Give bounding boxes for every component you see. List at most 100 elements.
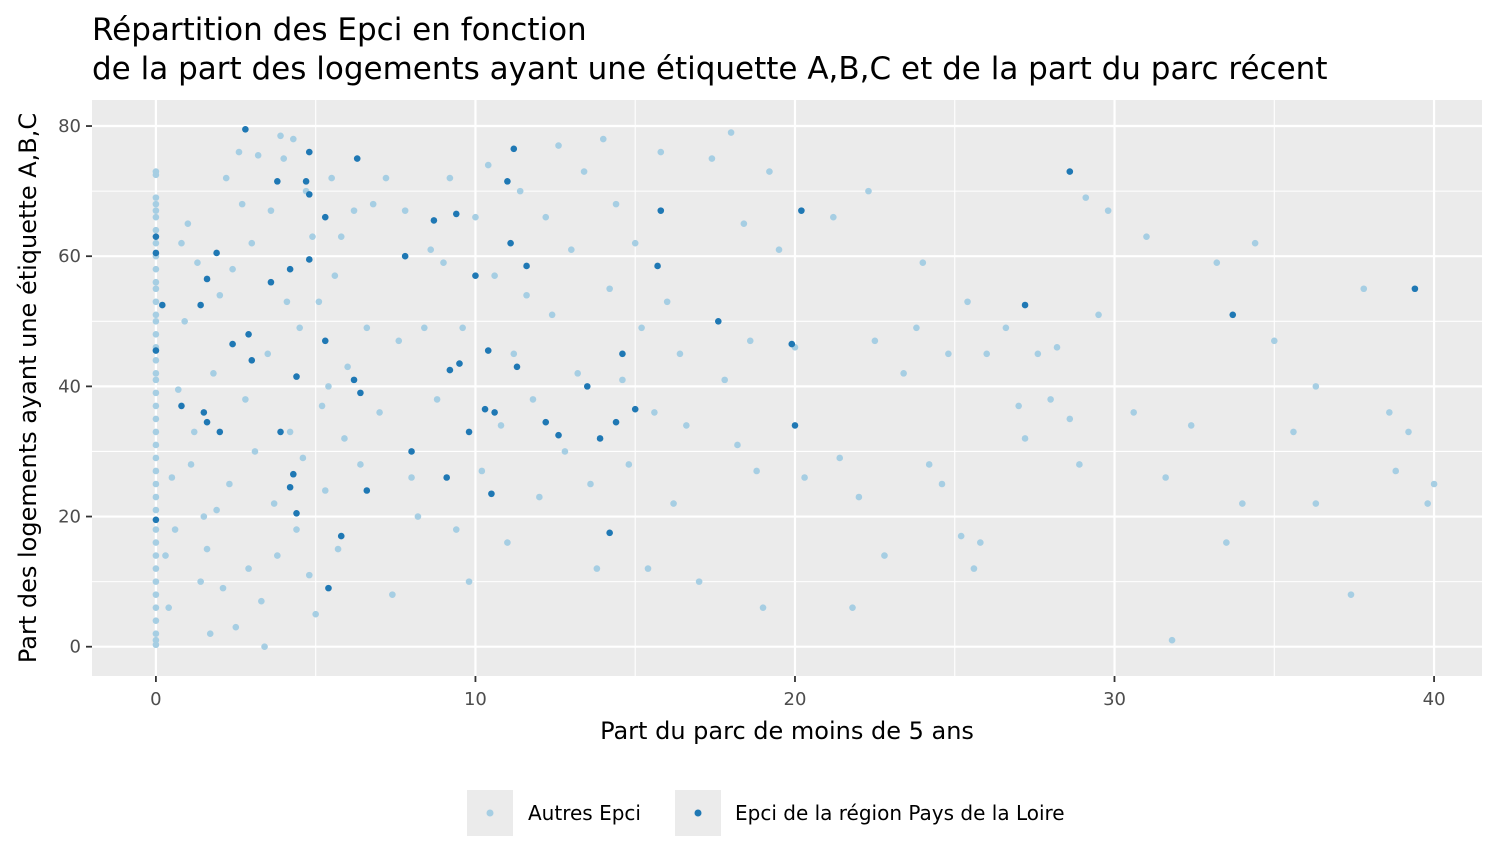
point-pays-de-la-loire bbox=[353, 155, 361, 162]
data-points bbox=[152, 125, 1438, 651]
point-autres-epci bbox=[162, 552, 169, 559]
point-pays-de-la-loire bbox=[430, 217, 438, 224]
point-autres-epci bbox=[376, 409, 383, 416]
point-autres-epci bbox=[555, 142, 562, 149]
point-autres-epci bbox=[523, 291, 530, 299]
x-axis-title: Part du parc de moins de 5 ans bbox=[600, 717, 974, 745]
point-autres-epci bbox=[152, 357, 160, 364]
x-tick-label: 0 bbox=[150, 689, 161, 710]
point-autres-epci bbox=[913, 324, 920, 332]
point-autres-epci bbox=[152, 506, 160, 514]
point-autres-epci bbox=[504, 539, 511, 546]
point-autres-epci bbox=[152, 298, 160, 306]
point-autres-epci bbox=[599, 135, 607, 143]
point-autres-epci bbox=[1360, 285, 1368, 293]
point-pays-de-la-loire bbox=[484, 347, 492, 354]
point-autres-epci bbox=[321, 487, 329, 494]
point-autres-epci bbox=[309, 233, 316, 240]
point-autres-epci bbox=[258, 597, 265, 605]
point-pays-de-la-loire bbox=[197, 301, 204, 309]
point-autres-epci bbox=[945, 350, 952, 358]
point-autres-epci bbox=[759, 604, 767, 611]
point-autres-epci bbox=[152, 171, 160, 179]
point-pays-de-la-loire bbox=[321, 337, 329, 345]
point-autres-epci bbox=[1066, 415, 1074, 423]
point-autres-epci bbox=[152, 539, 160, 546]
x-tick-label: 40 bbox=[1423, 689, 1446, 710]
point-pays-de-la-loire bbox=[446, 366, 454, 374]
point-pays-de-la-loire bbox=[158, 301, 166, 309]
point-autres-epci bbox=[152, 376, 160, 384]
point-autres-epci bbox=[1130, 409, 1138, 416]
point-autres-epci bbox=[299, 454, 307, 462]
point-autres-epci bbox=[727, 129, 735, 136]
point-autres-epci bbox=[801, 474, 808, 481]
point-autres-epci bbox=[1290, 428, 1297, 436]
point-autres-epci bbox=[695, 578, 703, 585]
point-autres-epci bbox=[341, 435, 348, 442]
point-autres-epci bbox=[337, 233, 345, 240]
point-autres-epci bbox=[1430, 480, 1438, 488]
point-pays-de-la-loire bbox=[465, 428, 473, 436]
legend-label-pays-de-la-loire: Epci de la région Pays de la Loire bbox=[735, 801, 1065, 825]
point-autres-epci bbox=[580, 168, 588, 175]
point-pays-de-la-loire bbox=[491, 409, 498, 416]
point-autres-epci bbox=[334, 545, 342, 553]
legend-symbol-pays-de-la-loire bbox=[694, 809, 702, 817]
point-autres-epci bbox=[382, 174, 390, 182]
y-tick-label: 20 bbox=[58, 507, 81, 528]
point-autres-epci bbox=[264, 350, 272, 358]
point-autres-epci bbox=[536, 493, 543, 501]
point-pays-de-la-loire bbox=[302, 178, 310, 185]
legend-label-autres: Autres Epci bbox=[528, 801, 641, 825]
point-autres-epci bbox=[663, 298, 671, 306]
point-autres-epci bbox=[152, 578, 160, 585]
point-autres-epci bbox=[152, 565, 160, 572]
point-pays-de-la-loire bbox=[788, 340, 796, 348]
point-autres-epci bbox=[152, 493, 160, 501]
point-pays-de-la-loire bbox=[523, 262, 530, 270]
point-autres-epci bbox=[350, 207, 358, 214]
point-autres-epci bbox=[542, 213, 550, 221]
point-autres-epci bbox=[369, 200, 377, 208]
point-autres-epci bbox=[1034, 350, 1042, 358]
point-autres-epci bbox=[1312, 500, 1320, 507]
point-autres-epci bbox=[1021, 435, 1029, 442]
point-autres-epci bbox=[1002, 324, 1010, 332]
point-autres-epci bbox=[427, 246, 435, 253]
point-autres-epci bbox=[983, 350, 991, 358]
point-autres-epci bbox=[1168, 636, 1176, 644]
point-autres-epci bbox=[472, 213, 479, 221]
point-autres-epci bbox=[254, 152, 262, 159]
point-autres-epci bbox=[197, 578, 204, 585]
point-autres-epci bbox=[433, 396, 441, 403]
x-tick-label: 10 bbox=[464, 689, 487, 710]
point-pays-de-la-loire bbox=[213, 249, 220, 257]
point-autres-epci bbox=[152, 630, 160, 637]
point-autres-epci bbox=[286, 428, 294, 436]
point-autres-epci bbox=[1312, 383, 1320, 390]
point-autres-epci bbox=[232, 623, 240, 631]
point-pays-de-la-loire bbox=[1021, 301, 1029, 309]
point-pays-de-la-loire bbox=[612, 418, 620, 426]
point-pays-de-la-loire bbox=[293, 509, 300, 517]
point-autres-epci bbox=[216, 291, 224, 299]
point-pays-de-la-loire bbox=[631, 405, 639, 413]
point-autres-epci bbox=[168, 474, 176, 481]
point-pays-de-la-loire bbox=[274, 178, 281, 185]
point-autres-epci bbox=[497, 422, 505, 429]
point-autres-epci bbox=[206, 630, 214, 637]
point-autres-epci bbox=[881, 552, 888, 559]
point-autres-epci bbox=[612, 200, 620, 208]
point-autres-epci bbox=[357, 461, 364, 468]
point-pays-de-la-loire bbox=[305, 256, 313, 263]
point-autres-epci bbox=[919, 259, 927, 267]
point-autres-epci bbox=[721, 376, 728, 384]
point-pays-de-la-loire bbox=[363, 487, 371, 494]
point-autres-epci bbox=[261, 643, 268, 651]
point-autres-epci bbox=[200, 513, 208, 520]
point-autres-epci bbox=[1015, 402, 1022, 410]
plot-panel bbox=[92, 100, 1482, 676]
point-autres-epci bbox=[152, 454, 160, 462]
point-autres-epci bbox=[1104, 207, 1112, 214]
